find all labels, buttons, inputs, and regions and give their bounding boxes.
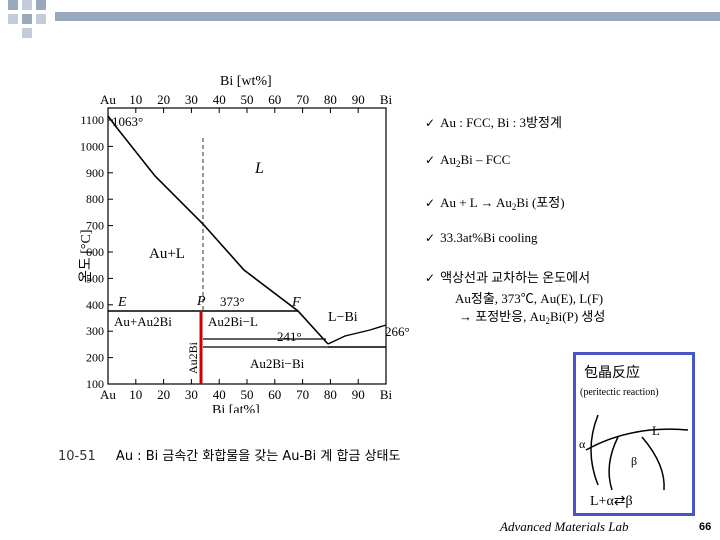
- top-tick-labels: Au 10 20 30 40 50 60 70 80 90 Bi: [100, 92, 392, 107]
- header-square: [36, 0, 46, 10]
- figure-caption: 10-51 Au : Bi 금속간 화합물을 갖는 Au-Bi 계 합금 상태도: [58, 445, 400, 464]
- bottom-axis-title: Bi [at%]: [212, 403, 260, 413]
- y-tick-label: 800: [86, 192, 104, 206]
- bottom-tick-label: 80: [324, 387, 337, 402]
- y-tick-label: 1100: [80, 113, 104, 127]
- y-tick-label: 200: [86, 351, 104, 365]
- inset-alpha-curve: [590, 414, 599, 486]
- bullet-item: ✓ Au2Bi – FCC: [425, 152, 511, 169]
- bullet-item: ✓ 33.3at%Bi cooling: [425, 230, 538, 245]
- header-square: [8, 0, 18, 10]
- point-f-label: F: [291, 295, 301, 310]
- inset-liquidus-curve: [585, 428, 689, 451]
- check-icon: ✓: [425, 231, 436, 245]
- bottom-tick-label: 50: [241, 387, 254, 402]
- bottom-tick-label: 70: [296, 387, 309, 402]
- temp-241-label: 241°: [277, 329, 302, 344]
- note-line-2: → 포정반응, Au2Bi(P) 생성: [459, 309, 606, 326]
- inset-equation: L+α⇄β: [590, 494, 633, 509]
- l-plus-bi-label: L−Bi: [328, 310, 358, 325]
- inset-beta-curve-left: [608, 436, 619, 491]
- check-icon: ✓: [425, 271, 436, 285]
- frame-ticks: [108, 108, 359, 385]
- au-bi-phase-diagram: Bi [wt%] Bi [at%] 온도 [°C] Au 10 20 30 40 50 60…: [79, 74, 410, 413]
- top-tick-label: Au: [100, 92, 116, 107]
- figure-number: 10-51: [58, 449, 96, 464]
- au-plus-liquid-label: Au+L: [149, 246, 185, 262]
- top-tick-label: 60: [268, 92, 281, 107]
- header-square: [36, 14, 46, 24]
- top-tick-label: 30: [185, 92, 198, 107]
- y-tick-labels: 1100 1000 900 800 700 600 500 400 300 200 100: [80, 113, 104, 391]
- peritectic-inset-graphic: 包晶反应 (peritectic reaction) L α β L+α⇄β: [579, 364, 689, 509]
- header-square: [22, 14, 32, 24]
- y-tick-label: 900: [86, 166, 104, 180]
- bottom-tick-label: Bi: [380, 387, 393, 402]
- top-tick-label: Bi: [380, 92, 393, 107]
- top-tick-label: 50: [241, 92, 254, 107]
- y-tick-label: 1000: [80, 139, 104, 153]
- peritectic-inset: 包晶反应 (peritectic reaction) L α β L+α⇄β: [573, 352, 695, 516]
- top-tick-label: 70: [296, 92, 309, 107]
- bi-liquidus-line: [327, 324, 387, 345]
- inset-title: 包晶反应: [584, 364, 640, 381]
- top-tick-label: 40: [213, 92, 226, 107]
- bottom-tick-label: 10: [129, 387, 142, 402]
- inset-beta-curve-right: [641, 436, 665, 491]
- note-line-1: Au정출, 373℃, Au(E), L(F): [455, 291, 604, 306]
- liquid-region-label: L: [254, 160, 264, 177]
- page-number: 66: [699, 521, 712, 533]
- eutectic-temp-label: 266°: [385, 324, 410, 339]
- check-icon: ✓: [425, 153, 436, 167]
- point-p-label: P: [196, 294, 206, 309]
- bottom-tick-label: 40: [213, 387, 226, 402]
- bottom-tick-labels: Au 10 20 30 40 50 60 70 80 90 Bi: [100, 387, 392, 402]
- check-icon: ✓: [425, 196, 436, 210]
- bottom-tick-label: 60: [268, 387, 281, 402]
- top-tick-label: 80: [324, 92, 337, 107]
- inset-label-beta: β: [631, 454, 637, 468]
- inset-label-alpha: α: [579, 437, 586, 451]
- top-tick-label: 20: [157, 92, 170, 107]
- au-plus-au2bi-label: Au+Au2Bi: [114, 314, 172, 329]
- top-tick-label: 90: [352, 92, 365, 107]
- point-e-label: E: [117, 295, 127, 310]
- bullet-item: ✓ 액상선과 교차하는 온도에서: [425, 270, 591, 285]
- inset-label-l: L: [652, 423, 660, 438]
- top-axis-title: Bi [wt%]: [220, 74, 272, 89]
- footer-lab-name: Advanced Materials Lab: [500, 519, 629, 534]
- header-square: [22, 28, 32, 38]
- au2bi-vertical-label: Au2Bi: [186, 341, 200, 374]
- header-square: [22, 0, 32, 10]
- figure-caption-text: Au : Bi 금속간 화합물을 갖는 Au-Bi 계 합금 상태도: [115, 449, 401, 464]
- y-tick-label: 100: [86, 377, 104, 391]
- y-tick-label: 700: [86, 219, 104, 233]
- bottom-tick-label: 30: [185, 387, 198, 402]
- au-melting-point-label: 1063°: [112, 114, 143, 129]
- check-icon: ✓: [425, 116, 436, 130]
- au2bi-plus-bi-label: Au2Bi−Bi: [250, 356, 305, 371]
- y-tick-label: 500: [86, 271, 104, 285]
- y-axis-title: 온도 [°C]: [79, 229, 94, 283]
- au2bi-plus-l-label: Au2Bi−L: [208, 314, 258, 329]
- header-square: [8, 14, 18, 24]
- bottom-tick-label: 20: [157, 387, 170, 402]
- inset-subtitle: (peritectic reaction): [580, 387, 659, 398]
- y-tick-label: 300: [86, 324, 104, 338]
- header-bar: [55, 12, 720, 21]
- bullet-item: ✓ Au + L → Au2Bi (포정): [425, 195, 565, 212]
- top-tick-label: 10: [129, 92, 142, 107]
- bottom-tick-label: Au: [100, 387, 116, 402]
- y-tick-label: 600: [86, 245, 104, 259]
- bullet-item: ✓ Au : FCC, Bi : 3방정계: [425, 115, 562, 130]
- y-tick-label: 400: [86, 298, 104, 312]
- bottom-tick-label: 90: [352, 387, 365, 402]
- peritectic-temp-label: 373°: [220, 294, 245, 309]
